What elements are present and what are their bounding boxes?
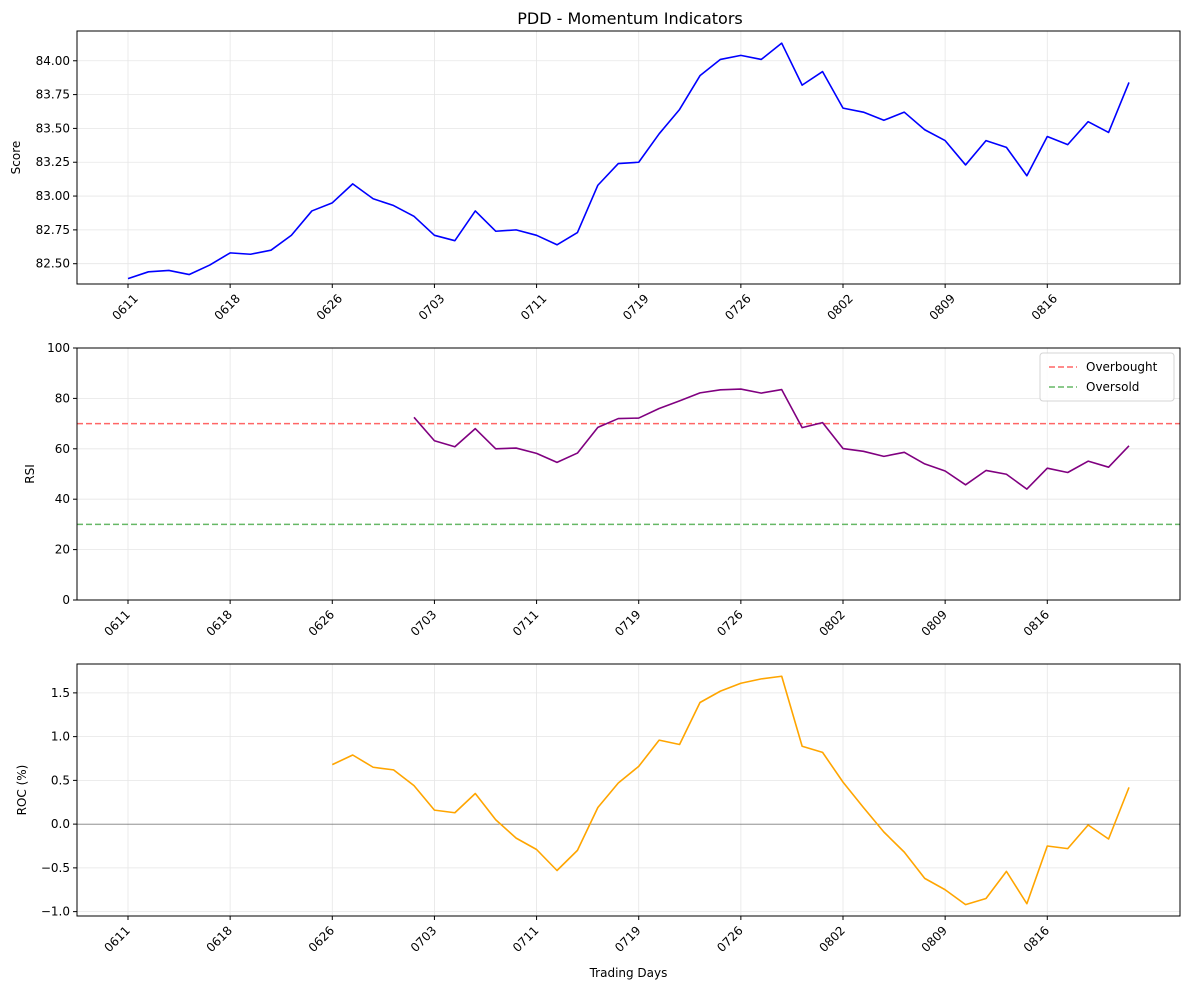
y-tick-label: 0 (62, 593, 70, 607)
y-tick-label: 83.00 (36, 189, 70, 203)
y-axis-label: RSI (23, 464, 37, 484)
x-axis-label: Trading Days (589, 966, 668, 980)
y-tick-label: 82.75 (36, 223, 70, 237)
y-tick-label: 83.25 (36, 155, 70, 169)
y-tick-label: 20 (55, 543, 70, 557)
legend-label: Oversold (1086, 380, 1139, 394)
plot-frame (76, 347, 1181, 601)
plot-frame (76, 663, 1181, 917)
series-line-1 (127, 42, 1130, 280)
y-tick-label: 0.5 (51, 773, 70, 787)
legend-box (1039, 352, 1175, 402)
y-tick-label: 83.75 (36, 88, 70, 102)
y-tick-label: 83.50 (36, 121, 70, 135)
y-tick-label: 82.50 (36, 257, 70, 271)
y-axis-label: ROC (%) (15, 765, 29, 816)
y-tick-label: 84.00 (36, 54, 70, 68)
figure-title: PDD - Momentum Indicators (517, 9, 743, 28)
y-tick-label: 40 (55, 492, 70, 506)
series-line-1 (331, 675, 1130, 906)
plot-frame (76, 30, 1181, 285)
legend-label: Overbought (1086, 360, 1158, 374)
y-tick-label: −0.5 (41, 861, 70, 875)
legend: Overbought Oversold (1039, 352, 1175, 402)
y-tick-label: −1.0 (41, 905, 70, 919)
y-tick-label: 1.5 (51, 686, 70, 700)
y-tick-label: 0.0 (51, 817, 70, 831)
y-tick-label: 1.0 (51, 730, 70, 744)
y-tick-label: 80 (55, 391, 70, 405)
y-tick-label: 60 (55, 442, 70, 456)
series-line-1 (413, 388, 1130, 490)
y-tick-label: 100 (47, 341, 70, 355)
y-axis-label: Score (9, 141, 23, 175)
